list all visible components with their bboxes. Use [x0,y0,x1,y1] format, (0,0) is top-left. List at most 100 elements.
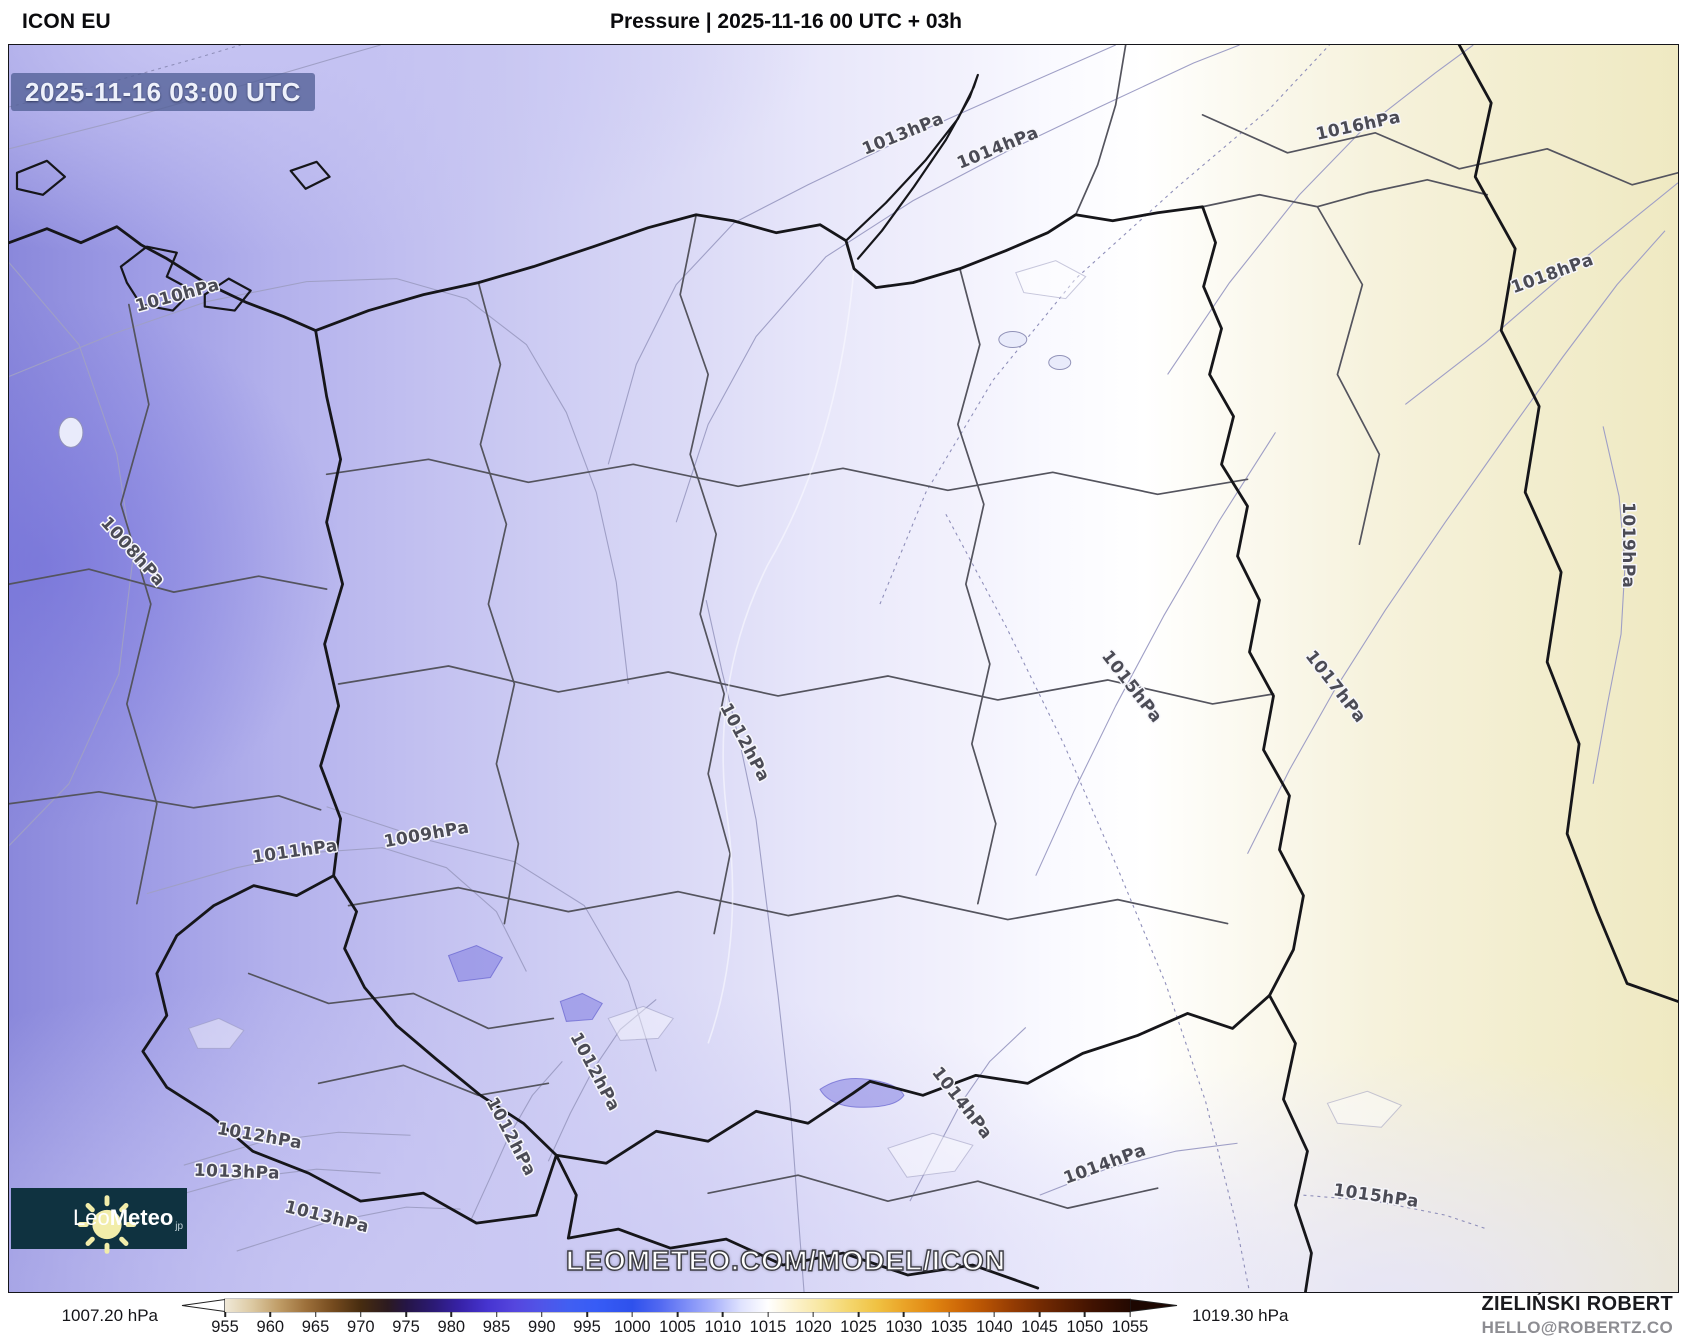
map-svg: 1013hPa 1014hPa 1016hPa 1018hPa 1010hPa … [9,45,1678,1292]
pressure-map: 1013hPa 1014hPa 1016hPa 1018hPa 1010hPa … [8,44,1679,1293]
isobar-line [705,599,805,1292]
island-outline [289,160,331,190]
region-border [707,1174,1159,1209]
model-name: ICON EU [22,10,111,33]
region-border [247,972,555,1030]
isobar-line [146,847,527,972]
colorbar-tick: 980 [438,1312,465,1337]
isobar-line [909,1027,1027,1202]
colorbar-tick: 1040 [976,1312,1013,1337]
isobar-line [326,806,657,1072]
colorbar-tick: 1050 [1066,1312,1103,1337]
pressure-patch [447,945,504,983]
colorbar-tick: 1005 [659,1312,696,1337]
logo-text-suffix: jp [175,1221,184,1232]
region-border [1074,45,1127,216]
contact-email: HELLO@ROBERTZ.CO [1481,1318,1673,1337]
island-outline [203,277,252,312]
isobar-line [1035,432,1276,876]
isobar-line [879,45,1330,605]
colorbar-tick: 975 [392,1312,420,1337]
isobar-line [547,999,657,1162]
pressure-label: 1017hPa [1301,647,1370,727]
light-patch [887,1132,974,1178]
colorbar-tick: 970 [347,1312,375,1337]
isobar-line [607,45,1116,465]
isobar-line [9,262,134,847]
region-border [477,281,520,925]
lake [58,416,84,448]
isobar-line [1303,1194,1488,1230]
island-outline [119,245,194,312]
region-border [325,458,1249,496]
pressure-label: 1012hPa [482,1094,540,1180]
colorbar-tick: 1035 [931,1312,967,1337]
country-border-poland [314,205,1305,1165]
pressure-label: 1014hPa [1061,1140,1149,1188]
colorbar-tick: 995 [573,1312,601,1337]
colorbar-tick: 1030 [885,1312,922,1337]
region-border [957,267,997,905]
colorbar-tick: 985 [483,1312,510,1337]
colorbar-min-label: 1007.20 hPa [61,1306,158,1325]
colorbar-ticks: 955 960 965 970 975 980 985 990 995 1000… [211,1312,1148,1337]
pressure-label: 1019hPa [1618,502,1638,588]
river-line [707,268,855,1044]
timestamp-badge: 2025-11-16 03:00 UTC [11,73,315,111]
region-border [1201,114,1678,186]
region-border [1316,205,1381,546]
pressure-patch [819,1077,905,1108]
pressure-label: 1012hPa [215,1119,303,1154]
logo-text-bold: Meteo [109,1205,174,1230]
isobar-line [945,513,1251,1292]
pressure-label: 1013hPa [193,1161,280,1184]
region-border [9,568,328,593]
sun-icon [77,1195,137,1254]
pressure-label: 1015hPa [1332,1180,1420,1212]
colorbar-arrow-left [181,1299,225,1312]
colorbar-tick: 1000 [614,1312,651,1337]
lake [1048,355,1072,370]
isobar-line [183,1131,411,1166]
pressure-label: 1013hPa [283,1197,372,1237]
colorbar-tick: 1010 [704,1312,741,1337]
pressure-label: 1008hPa [96,513,169,590]
colorbar-arrow-right [1130,1299,1178,1312]
pressure-label: 1013hPa [859,109,946,160]
coastline-germany [9,225,318,332]
colorbar-tick: 960 [257,1312,284,1337]
colorbar-gradient [224,1298,1131,1313]
isobar-line [156,1168,381,1202]
country-border-east [1457,45,1678,1003]
watermark: LEOMETEO.COM/MODEL/ICON [565,1244,1006,1276]
pressure-patch [559,992,604,1022]
country-border-slovakia-east [1268,994,1313,1292]
light-patch [607,1005,674,1041]
leometeo-logo: LeoMeteo jp [11,1188,187,1254]
region-border [1201,178,1489,208]
page-title: Pressure | 2025-11-16 00 UTC + 03h [609,10,963,33]
isobar-line [675,45,1240,523]
pressure-label: 1014hPa [954,123,1041,174]
colorbar-tick: 1015 [750,1312,786,1337]
colorbar-tick: 1020 [795,1312,832,1337]
logo-text-light: Leo [73,1205,110,1230]
isobar-line [1039,1142,1238,1196]
colorbar-tick: 1055 [1112,1312,1148,1337]
credits: ZIELIŃSKI ROBERT HELLO@ROBERTZ.CO [1482,1293,1673,1337]
region-border [317,1064,550,1097]
country-border-czech-slovak [554,1153,578,1240]
island-outline [15,159,67,196]
pressure-label: 1012hPa [566,1029,624,1115]
isobar-line [9,278,629,685]
pressure-label: 1015hPa [1097,647,1166,727]
colorbar-strip: 1007.20 hPa 1019.30 hPa 955 960 965 970 … [0,1293,1687,1337]
light-patch [1015,260,1087,300]
country-border-south [566,1227,1040,1290]
isobar-line [1592,426,1626,784]
isobar-line [236,1206,461,1252]
logo-text: LeoMeteo jp [73,1205,183,1232]
pressure-label: 1014hPa [927,1063,996,1143]
isobar-line [9,45,241,108]
